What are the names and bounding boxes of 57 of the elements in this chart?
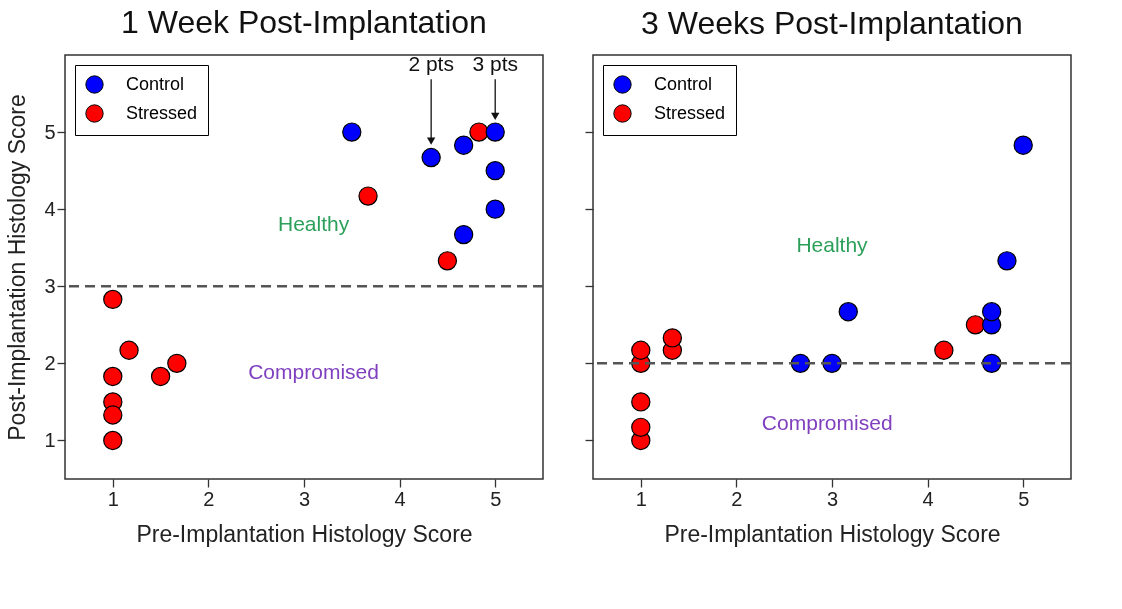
x-axis-title: Pre-Implantation Histology Score — [664, 520, 1001, 547]
point — [631, 392, 651, 412]
point — [437, 251, 458, 271]
point — [631, 417, 651, 438]
point — [342, 122, 362, 142]
point — [358, 186, 378, 206]
point — [150, 366, 171, 387]
x-axis-title: Pre-Implantation Histology Score — [136, 520, 473, 547]
point — [485, 199, 505, 219]
y-tick-label: 5 — [44, 120, 56, 143]
y-tick-label: 2 — [44, 351, 56, 374]
annotation: Healthy — [277, 211, 350, 235]
annotation: 3 pts — [472, 52, 518, 76]
point — [453, 135, 474, 155]
chart-title: 1 Week Post-Implantation — [121, 4, 487, 41]
point — [103, 405, 123, 425]
legend-label: Stressed — [126, 102, 198, 123]
chart-title: 3 Weeks Post-Implantation — [641, 5, 1023, 41]
point — [485, 160, 505, 181]
x-tick-label: 1 — [635, 487, 647, 510]
x-tick-label: 4 — [394, 487, 406, 510]
point — [485, 122, 505, 142]
x-tick-label: 5 — [490, 487, 502, 510]
x-tick-label: 1 — [107, 487, 119, 510]
point — [469, 122, 489, 142]
point — [1013, 135, 1033, 155]
x-tick-label: 2 — [203, 487, 215, 510]
y-axis-title: Post-Implantation Histology Score — [4, 94, 31, 441]
annotation: 2 pts — [408, 52, 454, 76]
x-tick-label: 3 — [298, 487, 311, 510]
point — [103, 289, 123, 310]
point — [119, 340, 139, 360]
point — [997, 251, 1017, 271]
y-tick-label: 4 — [44, 197, 56, 220]
x-tick-label: 5 — [1018, 487, 1030, 510]
point — [981, 302, 1002, 322]
x-tick-label: 4 — [922, 487, 934, 510]
x-tick-label: 2 — [731, 487, 743, 510]
point — [421, 147, 441, 168]
y-tick-label: 1 — [44, 428, 56, 451]
point — [965, 315, 986, 335]
annotation: Compromised — [761, 410, 893, 434]
annotation: Compromised — [248, 360, 379, 383]
point — [103, 366, 123, 387]
legend-label: Control — [126, 73, 185, 94]
legend-label: Control — [654, 73, 713, 94]
legend-label: Stressed — [654, 102, 726, 123]
y-tick-label: 3 — [44, 274, 56, 297]
point — [167, 353, 187, 374]
point — [103, 430, 123, 451]
point — [838, 302, 858, 322]
annotation: Healthy — [796, 232, 869, 256]
x-tick-label: 3 — [826, 487, 839, 510]
point — [631, 340, 651, 360]
point — [662, 328, 683, 348]
point — [934, 340, 954, 360]
point — [453, 224, 474, 245]
